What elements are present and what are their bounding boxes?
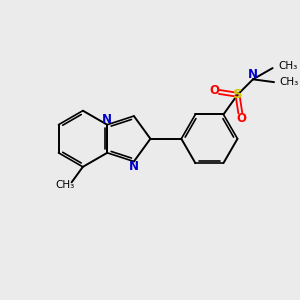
Text: N: N xyxy=(129,160,139,173)
Text: N: N xyxy=(248,68,258,81)
Text: S: S xyxy=(233,88,242,101)
Text: CH₃: CH₃ xyxy=(280,77,299,87)
Text: O: O xyxy=(209,84,219,97)
Text: CH₃: CH₃ xyxy=(56,180,75,190)
Text: O: O xyxy=(237,112,247,125)
Text: CH₃: CH₃ xyxy=(278,61,298,71)
Text: N: N xyxy=(102,113,112,126)
